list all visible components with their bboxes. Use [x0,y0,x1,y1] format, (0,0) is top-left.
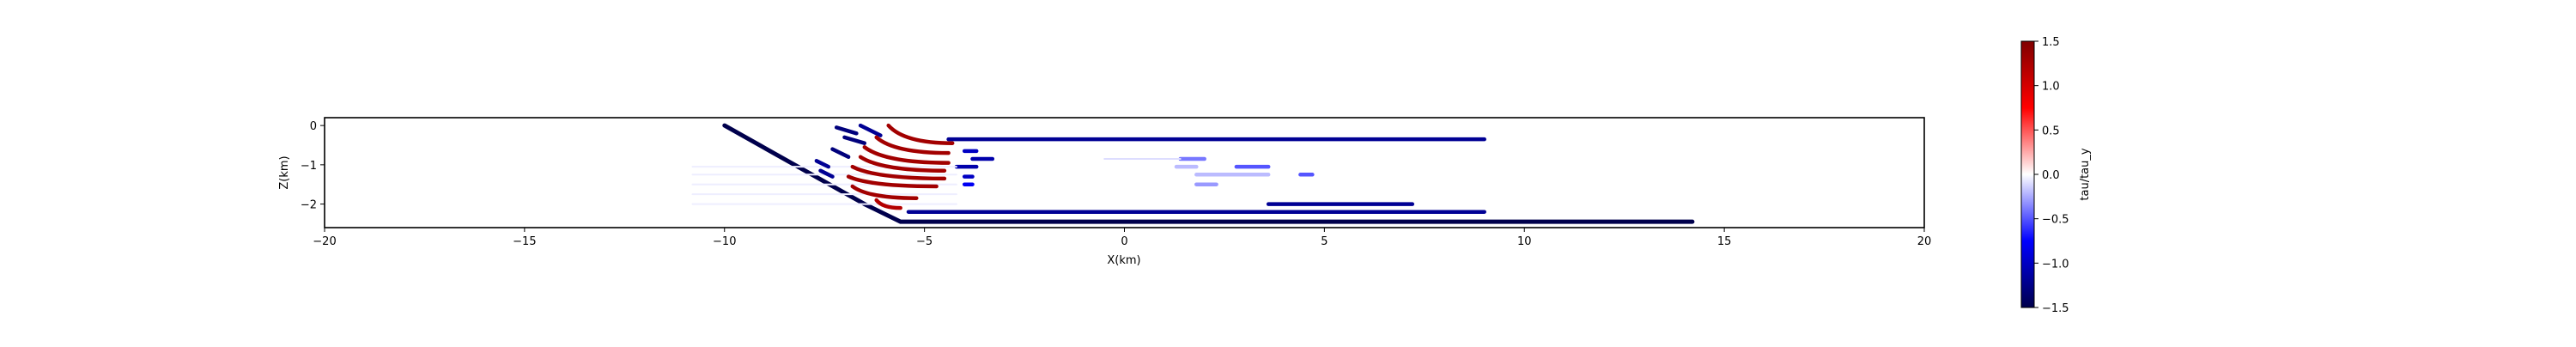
x-tick-label: −5 [916,235,933,248]
x-tick-label: 10 [1517,235,1532,248]
colorbar-tick-label: −0.5 [2042,214,2069,227]
fault-segment-34 [874,198,902,210]
x-axis-label: X(km) [1107,254,1140,267]
data-layer [691,123,1695,224]
colorbar-tick-label: 1.5 [2042,36,2060,49]
colorbar-tick-label: −1.5 [2042,302,2069,315]
fault-segment-26 [858,123,883,137]
colorbar-tick-label: 0.0 [2042,169,2060,182]
colorbar-axis: 1.5 1.0 0.5 0.0 −0.5 −1.0 −1.5 [2034,36,2069,315]
y-axis-label: Z(km) [278,155,291,189]
x-tick-label: −10 [713,235,736,248]
colorbar-tick-label: 1.0 [2042,81,2060,94]
colorbar [2020,40,2035,308]
fault-segment-30 [858,155,947,173]
colorbar-label: tau/tau_y [2079,148,2092,200]
x-tick-label: −15 [513,235,536,248]
y-axis: 0 −1 −2 [301,120,325,212]
y-tick-label: −2 [301,199,317,212]
fault-segment-31 [850,164,947,181]
fault-segment-33 [850,184,919,200]
fault-segment-21 [834,125,859,136]
x-tick-label: −20 [313,235,336,248]
fault-segment-22 [842,135,867,145]
fault-segment-25 [814,159,831,169]
x-tick-label: 15 [1717,235,1732,248]
fault-segment-29 [862,145,951,165]
fault-segment-24 [818,168,835,179]
x-tick-label: 0 [1121,235,1127,248]
y-tick-label: −1 [301,160,317,173]
fault-segment-27 [886,123,955,145]
y-tick-label: 0 [310,120,317,133]
colorbar-tick-label: 0.5 [2042,125,2060,137]
fault-segment-23 [830,147,851,159]
fault-segment-0 [722,123,1695,224]
x-axis: −20 −15 −10 −5 0 5 10 15 20 [313,228,1931,248]
fault-segment-28 [874,135,951,155]
colorbar-tick-label: −1.0 [2042,258,2069,271]
x-tick-label: 5 [1321,235,1327,248]
fault-segment-32 [846,174,939,189]
x-tick-label: 20 [1917,235,1932,248]
